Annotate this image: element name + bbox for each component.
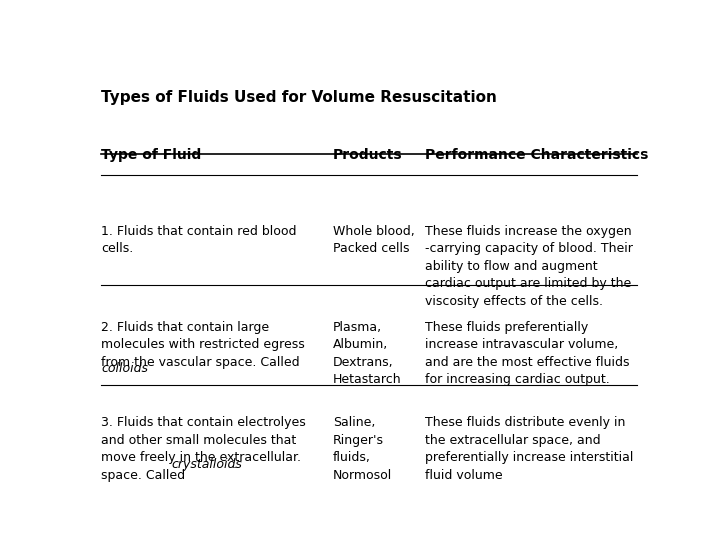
Text: Types of Fluids Used for Volume Resuscitation: Types of Fluids Used for Volume Resuscit… xyxy=(101,90,497,105)
Text: Saline,
Ringer's
fluids,
Normosol: Saline, Ringer's fluids, Normosol xyxy=(333,416,392,482)
Text: Type of Fluid: Type of Fluid xyxy=(101,148,202,162)
Text: crystalloids: crystalloids xyxy=(171,458,243,471)
Text: Plasma,
Albumin,
Dextrans,
Hetastarch: Plasma, Albumin, Dextrans, Hetastarch xyxy=(333,321,401,386)
Text: colloids: colloids xyxy=(101,362,148,375)
Text: Whole blood,
Packed cells: Whole blood, Packed cells xyxy=(333,225,415,255)
Text: .: . xyxy=(141,362,145,375)
Text: 3. Fluids that contain electrolyes
and other small molecules that
move freely in: 3. Fluids that contain electrolyes and o… xyxy=(101,416,306,482)
Text: These fluids preferentially
increase intravascular volume,
and are the most effe: These fluids preferentially increase int… xyxy=(425,321,629,386)
Text: Performance Characteristics: Performance Characteristics xyxy=(425,148,648,162)
Text: Products: Products xyxy=(333,148,402,162)
Text: These fluids distribute evenly in
the extracellular space, and
preferentially in: These fluids distribute evenly in the ex… xyxy=(425,416,633,482)
Text: These fluids increase the oxygen
-carrying capacity of blood. Their
ability to f: These fluids increase the oxygen -carryi… xyxy=(425,225,633,308)
Text: 1. Fluids that contain red blood
cells.: 1. Fluids that contain red blood cells. xyxy=(101,225,297,255)
Text: .: . xyxy=(232,458,236,471)
Text: 2. Fluids that contain large
molecules with restricted egress
from the vascular : 2. Fluids that contain large molecules w… xyxy=(101,321,305,386)
